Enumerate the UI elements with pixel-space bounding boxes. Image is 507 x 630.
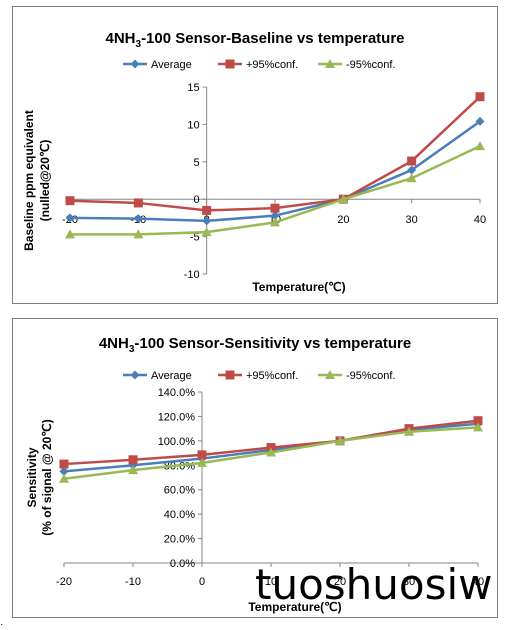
baseline-point-0-5 xyxy=(407,165,417,175)
sensitivity-point-2-1 xyxy=(128,465,138,475)
baseline-point-2-6 xyxy=(475,141,485,151)
baseline-ytick-label: 10 xyxy=(187,119,199,131)
baseline-legend-marker-0 xyxy=(130,59,140,69)
baseline-point-1-1 xyxy=(133,198,143,208)
sensitivity-point-1-1 xyxy=(128,455,138,465)
baseline-point-2-0 xyxy=(65,229,75,239)
sensitivity-point-1-2 xyxy=(197,450,207,460)
baseline-ytick-label: -5 xyxy=(190,232,200,244)
baseline-point-0-3 xyxy=(270,211,280,221)
baseline-ytick-label: 0 xyxy=(194,194,200,206)
baseline-point-2-3 xyxy=(270,217,280,227)
baseline-point-1-5 xyxy=(407,156,417,166)
sensitivity-legend-marker-0 xyxy=(130,370,140,380)
sensitivity-legend-label-0: Average xyxy=(151,370,192,382)
sensitivity-ytick-label: 100.0% xyxy=(158,436,196,448)
sensitivity-ytick-label: 0.0% xyxy=(170,558,195,570)
baseline-legend-marker-1 xyxy=(225,59,235,69)
baseline-legend-label-1: +95%conf. xyxy=(246,59,298,71)
baseline-ytick-label: 5 xyxy=(194,157,200,169)
baseline-point-0-1 xyxy=(133,214,143,224)
sensitivity-legend-marker-2 xyxy=(325,370,335,379)
baseline-xtick-label: 40 xyxy=(474,214,486,226)
sensitivity-y-axis-label: Sensitivity xyxy=(25,447,39,507)
sensitivity-legend-marker-1 xyxy=(225,370,235,380)
corner-mark: · xyxy=(0,619,4,630)
sensitivity-ytick-label: 120.0% xyxy=(158,411,196,423)
sensitivity-point-2-4 xyxy=(335,435,345,445)
baseline-xtick-label: 20 xyxy=(337,214,349,226)
baseline-point-1-3 xyxy=(270,203,280,213)
baseline-y-axis-label-2: (nulled@20℃) xyxy=(38,140,52,222)
baseline-point-1-0 xyxy=(65,196,75,206)
baseline-chart-svg: 4NH3-100 Sensor-Baseline vs temperature A… xyxy=(22,30,486,294)
sensitivity-series-line-1 xyxy=(63,419,479,466)
sensitivity-legend-label-1: +95%conf. xyxy=(246,370,298,382)
sensitivity-ytick-label: 140.0% xyxy=(158,387,196,399)
baseline-ytick-label: -10 xyxy=(184,269,200,281)
baseline-y-axis-label: Baseline ppm equivalent xyxy=(22,110,36,251)
sensitivity-point-2-6 xyxy=(473,422,483,432)
baseline-legend-label-0: Average xyxy=(151,59,192,71)
sensitivity-ytick-label: 20.0% xyxy=(164,534,195,546)
sensitivity-point-1-0 xyxy=(59,459,69,469)
sensitivity-xtick-label: 20 xyxy=(334,576,346,588)
baseline-point-0-0 xyxy=(65,213,75,223)
baseline-point-2-2 xyxy=(201,227,212,237)
baseline-x-axis-label: Temperature(℃) xyxy=(252,280,345,294)
baseline-point-2-5 xyxy=(406,173,417,183)
sensitivity-xtick-label: -20 xyxy=(56,576,72,588)
baseline-point-0-6 xyxy=(475,116,485,126)
sensitivity-point-2-0 xyxy=(59,473,69,483)
sensitivity-xtick-label: 40 xyxy=(472,576,484,588)
baseline-point-1-2 xyxy=(202,205,212,215)
sensitivity-legend-label-2: -95%conf. xyxy=(346,370,396,382)
watermark-text: tuoshuosiw xyxy=(255,560,493,609)
baseline-ytick-label: 15 xyxy=(187,82,199,94)
sensitivity-xtick-label: 10 xyxy=(265,576,277,588)
sensitivity-point-0-0 xyxy=(59,466,69,476)
chart-panel-baseline: 4NH3-100 Sensor-Baseline vs temperature A… xyxy=(12,6,498,304)
baseline-legend-marker-2 xyxy=(325,59,335,68)
sensitivity-chart-title: 4NH3-100 Sensor-Sensitivity vs temperatu… xyxy=(99,335,411,355)
baseline-xtick-label: 30 xyxy=(406,214,418,226)
baseline-point-1-6 xyxy=(475,92,485,102)
sensitivity-y-axis-label-2: (% of signal @ 20℃) xyxy=(40,419,54,536)
baseline-legend-label-2: -95%conf. xyxy=(346,59,396,71)
sensitivity-xtick-label: 0 xyxy=(199,576,205,588)
sensitivity-chart-svg: 4NH3-100 Sensor-Sensitivity vs temperatu… xyxy=(25,335,484,614)
baseline-point-2-1 xyxy=(133,229,144,239)
sensitivity-point-2-3 xyxy=(266,447,276,457)
sensitivity-x-axis-label: Temperature(℃) xyxy=(248,600,341,614)
sensitivity-xtick-label: 30 xyxy=(403,576,415,588)
sensitivity-ytick-label: 40.0% xyxy=(164,509,195,521)
sensitivity-xtick-label: -10 xyxy=(125,576,141,588)
sensitivity-point-2-5 xyxy=(404,426,414,436)
baseline-series-line-1 xyxy=(69,95,481,212)
baseline-point-0-2 xyxy=(202,216,212,226)
chart-panel-sensitivity: 4NH3-100 Sensor-Sensitivity vs temperatu… xyxy=(12,318,498,618)
baseline-point-2-4 xyxy=(338,194,349,204)
sensitivity-point-1-6 xyxy=(473,416,483,426)
sensitivity-point-2-2 xyxy=(197,457,207,467)
sensitivity-ytick-label: 60.0% xyxy=(164,485,195,497)
baseline-chart-title: 4NH3-100 Sensor-Baseline vs temperature xyxy=(105,30,404,50)
